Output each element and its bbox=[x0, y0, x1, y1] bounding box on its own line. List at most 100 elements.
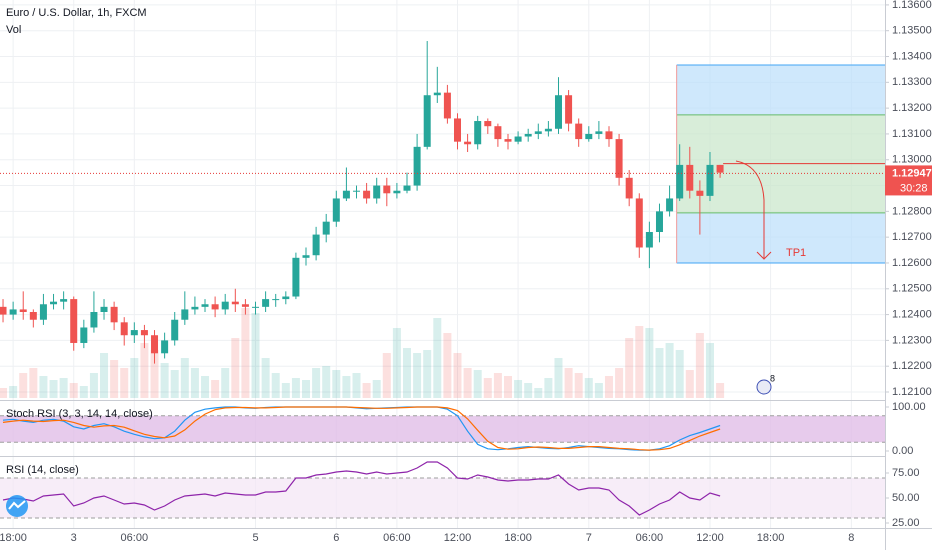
volume-bar bbox=[170, 370, 179, 398]
candle-body bbox=[252, 306, 260, 308]
volume-bar bbox=[615, 368, 624, 398]
x-tick-label: 06:00 bbox=[636, 532, 664, 544]
candle-body bbox=[9, 309, 17, 315]
volume-bar bbox=[79, 386, 88, 398]
volume-bar bbox=[382, 353, 391, 398]
x-tick-label: 3 bbox=[71, 532, 77, 544]
candle-body bbox=[696, 190, 704, 196]
volume-label: Vol bbox=[6, 24, 21, 36]
candle-body bbox=[322, 221, 330, 235]
candle-body bbox=[90, 312, 98, 328]
volume-bar bbox=[251, 313, 260, 398]
band bbox=[0, 478, 885, 518]
candle-body bbox=[120, 322, 128, 336]
y-tick-label: 50.00 bbox=[892, 492, 920, 504]
volume-bar bbox=[100, 353, 109, 398]
volume-bar bbox=[89, 373, 98, 398]
candle-body bbox=[595, 131, 603, 134]
x-tick-label: 12:00 bbox=[444, 532, 472, 544]
candle-body bbox=[615, 139, 623, 178]
candle-body bbox=[474, 121, 482, 145]
candle-body bbox=[39, 304, 47, 320]
candle-body bbox=[241, 304, 249, 307]
volume-bar bbox=[0, 388, 8, 398]
y-tick-label: 1.13100 bbox=[892, 128, 932, 140]
x-tick-label: 18:00 bbox=[757, 532, 785, 544]
y-tick-label: 1.12700 bbox=[892, 231, 932, 243]
volume-bar bbox=[9, 386, 18, 398]
volume-bar bbox=[604, 376, 613, 398]
volume-bar bbox=[645, 328, 654, 398]
volume-bar bbox=[564, 368, 573, 398]
candle-body bbox=[302, 255, 310, 258]
x-tick-label: 18:00 bbox=[504, 532, 532, 544]
events-badge[interactable]: 8 bbox=[770, 373, 775, 383]
volume-bar bbox=[342, 376, 351, 398]
volume-bar bbox=[352, 373, 361, 398]
volume-bar bbox=[514, 380, 523, 398]
volume-bar bbox=[261, 358, 270, 398]
candle-body bbox=[565, 95, 573, 124]
candle-body bbox=[635, 198, 643, 248]
candle-body bbox=[514, 136, 522, 142]
candle-body bbox=[686, 164, 694, 191]
volume-bar bbox=[716, 383, 725, 398]
volume-bar bbox=[29, 368, 38, 398]
volume-bar bbox=[201, 376, 210, 398]
volume-bar bbox=[705, 343, 714, 398]
volume-bar bbox=[302, 380, 311, 398]
candle-body bbox=[524, 133, 532, 137]
volume-bar bbox=[271, 373, 280, 398]
volume-bar bbox=[584, 378, 593, 398]
candle-body bbox=[544, 128, 552, 132]
volume-bar bbox=[120, 368, 129, 398]
candle-body bbox=[140, 330, 148, 336]
volume-bar bbox=[594, 383, 603, 398]
last-price-tag bbox=[885, 165, 932, 196]
events-icon[interactable] bbox=[756, 379, 772, 395]
candle-body bbox=[554, 95, 562, 129]
x-tick-label: 06:00 bbox=[121, 532, 149, 544]
y-tick-label: 1.12100 bbox=[892, 386, 932, 398]
candle-body bbox=[171, 319, 179, 341]
candle-body bbox=[211, 304, 219, 310]
candle-body bbox=[262, 299, 270, 307]
volume-bar bbox=[332, 370, 341, 398]
candle-body bbox=[655, 211, 663, 232]
volume-bar bbox=[483, 378, 492, 398]
candle-body bbox=[80, 327, 88, 343]
candle-body bbox=[534, 131, 542, 134]
volume-bar bbox=[211, 380, 220, 398]
y-tick-label: 1.13600 bbox=[892, 0, 932, 11]
candle-body bbox=[201, 304, 209, 307]
y-tick-label: 0.00 bbox=[892, 445, 913, 457]
volume-bar bbox=[675, 350, 684, 398]
volume-bar bbox=[625, 338, 634, 398]
x-tick-label: 12:00 bbox=[696, 532, 724, 544]
candle-body bbox=[393, 190, 401, 194]
volume-bar bbox=[362, 383, 371, 398]
volume-bar bbox=[140, 343, 149, 398]
position-zone bbox=[676, 65, 885, 115]
volume-bar bbox=[312, 368, 321, 398]
logo-mark bbox=[8, 500, 26, 510]
candle-body bbox=[110, 306, 118, 323]
candle-body bbox=[272, 299, 280, 301]
y-tick-label: 25.00 bbox=[892, 517, 920, 529]
arrow-head bbox=[756, 251, 772, 260]
candle-body bbox=[413, 146, 421, 186]
volume-bar bbox=[392, 328, 401, 398]
y-tick-label: 1.13500 bbox=[892, 25, 932, 37]
candle-body bbox=[363, 190, 371, 199]
candle-body bbox=[433, 92, 441, 96]
candle-body bbox=[130, 330, 138, 336]
volume-bar bbox=[110, 360, 119, 398]
candle-body bbox=[191, 306, 199, 310]
y-tick-label: 1.12400 bbox=[892, 308, 932, 320]
candle-body bbox=[151, 335, 159, 354]
candle-body bbox=[453, 118, 461, 142]
candle-body bbox=[605, 131, 613, 140]
candle-body bbox=[706, 164, 714, 196]
arrow bbox=[735, 160, 765, 258]
